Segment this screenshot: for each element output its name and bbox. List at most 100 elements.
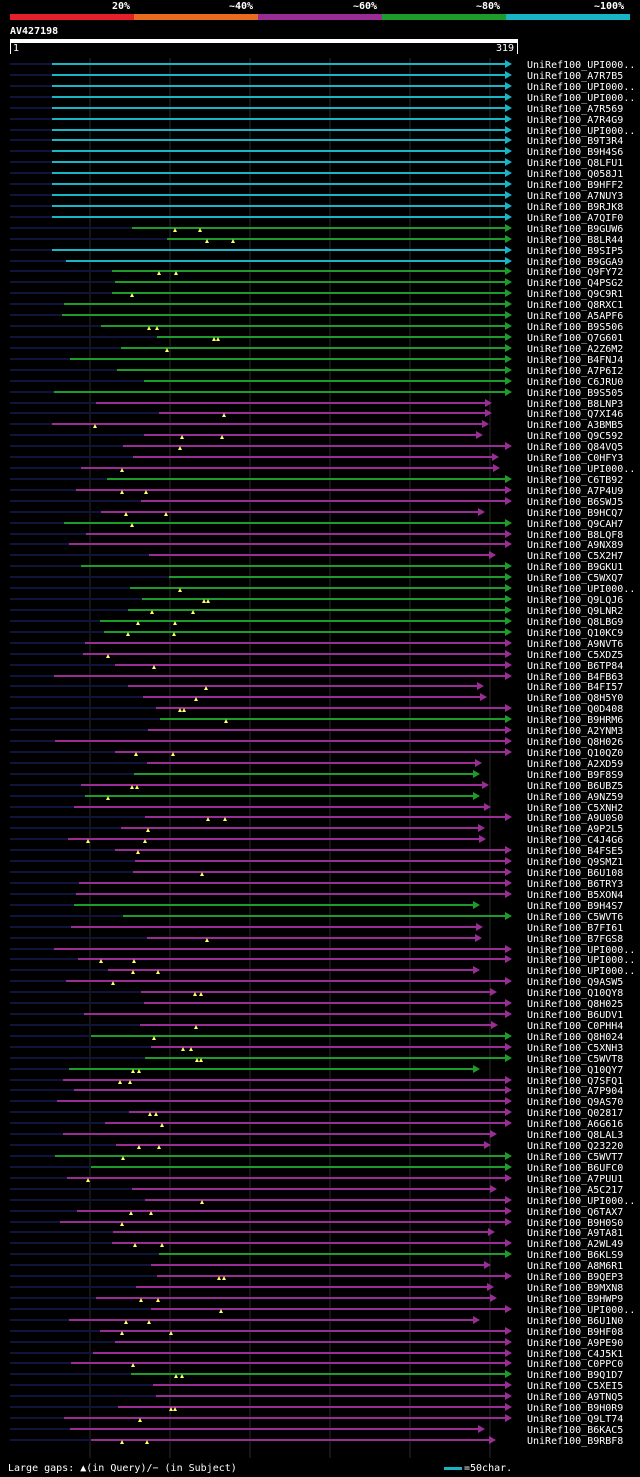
hit-label[interactable]: UniRef100_A7R569 (527, 104, 623, 115)
hit-row[interactable]: UniRef100_Q0D408 (10, 704, 623, 715)
hit-label[interactable]: UniRef100_Q9FY72 (527, 267, 623, 278)
hit-row[interactable]: UniRef100_Q23220 (10, 1141, 623, 1152)
hit-row[interactable]: UniRef100_C5WVT7 (10, 1152, 623, 1163)
hit-label[interactable]: UniRef100_Q9LQJ6 (527, 595, 623, 606)
hit-row[interactable]: UniRef100_B9HF08 (10, 1327, 623, 1338)
hit-row[interactable]: UniRef100_B6UBZ5 (10, 781, 623, 792)
hit-row[interactable]: UniRef100_B6TP84 (10, 661, 623, 672)
hit-row[interactable]: UniRef100_B4FI57 (10, 682, 623, 693)
hit-row[interactable]: UniRef100_B5XON4 (10, 890, 623, 901)
hit-row[interactable]: UniRef100_B6UFC0 (10, 1163, 623, 1174)
hit-row[interactable]: UniRef100_C0PPC0 (10, 1359, 623, 1370)
hit-label[interactable]: UniRef100_B9Q1D7 (527, 1370, 623, 1381)
hit-row[interactable]: UniRef100_A9NVT6 (10, 639, 623, 650)
hit-row[interactable]: UniRef100_Q8H025 (10, 999, 623, 1010)
hit-row[interactable]: UniRef100_A7R4G9 (10, 115, 623, 126)
hit-label[interactable]: UniRef100_B6UDV1 (527, 1010, 623, 1021)
hit-row[interactable]: UniRef100_A7P4U9 (10, 486, 623, 497)
hit-row[interactable]: UniRef100_A9U0S0 (10, 813, 623, 824)
hit-row[interactable]: UniRef100_Q8LAL3 (10, 1130, 623, 1141)
hit-label[interactable]: UniRef100_Q8LAL3 (527, 1130, 623, 1141)
hit-label[interactable]: UniRef100_B9GKU1 (527, 562, 623, 573)
hit-label[interactable]: UniRef100_Q10KC9 (527, 628, 623, 639)
hit-row[interactable]: UniRef100_Q8LFU1 (10, 158, 623, 169)
hit-row[interactable]: UniRef100_UPI000.. (10, 93, 635, 104)
hit-row[interactable]: UniRef100_Q84VQ5 (10, 442, 623, 453)
hit-label[interactable]: UniRef100_C5XDZ5 (527, 650, 623, 661)
hit-label[interactable]: UniRef100_Q9C9R1 (527, 289, 623, 300)
hit-label[interactable]: UniRef100_A7PUU1 (527, 1174, 623, 1185)
hit-label[interactable]: UniRef100_C4J4G6 (527, 835, 623, 846)
hit-label[interactable]: UniRef100_A9TA81 (527, 1228, 623, 1239)
hit-label[interactable]: UniRef100_UPI000.. (527, 60, 635, 71)
hit-row[interactable]: UniRef100_A9NX89 (10, 540, 623, 551)
hit-row[interactable]: UniRef100_Q7G601 (10, 333, 623, 344)
hit-row[interactable]: UniRef100_Q8LBG9 (10, 617, 623, 628)
hit-row[interactable]: UniRef100_A2Z6M2 (10, 344, 623, 355)
hit-label[interactable]: UniRef100_B8LQF8 (527, 530, 623, 541)
hit-label[interactable]: UniRef100_C0PHH4 (527, 1021, 623, 1032)
hit-row[interactable]: UniRef100_Q7SFQ1 (10, 1076, 623, 1087)
hit-label[interactable]: UniRef100_UPI000.. (527, 955, 635, 966)
hit-label[interactable]: UniRef100_A9NX89 (527, 540, 623, 551)
hit-label[interactable]: UniRef100_B4FI57 (527, 682, 623, 693)
hit-label[interactable]: UniRef100_A5APF6 (527, 311, 623, 322)
hit-row[interactable]: UniRef100_B6KAC5 (10, 1425, 623, 1436)
hit-label[interactable]: UniRef100_B9HF08 (527, 1327, 623, 1338)
hit-label[interactable]: UniRef100_B6UBZ5 (527, 781, 623, 792)
hit-label[interactable]: UniRef100_Q7XI46 (527, 409, 623, 420)
hit-label[interactable]: UniRef100_A2YNM3 (527, 726, 623, 737)
hit-label[interactable]: UniRef100_A7R4G9 (527, 115, 623, 126)
hit-label[interactable]: UniRef100_B9H4S6 (527, 147, 623, 158)
hit-label[interactable]: UniRef100_A7P4U9 (527, 486, 623, 497)
hit-row[interactable]: UniRef100_B9GUW6 (10, 224, 623, 235)
hit-label[interactable]: UniRef100_A6G616 (527, 1119, 623, 1130)
hit-label[interactable]: UniRef100_Q058J1 (527, 169, 623, 180)
hit-label[interactable]: UniRef100_Q9C592 (527, 431, 623, 442)
hit-row[interactable]: UniRef100_A2YNM3 (10, 726, 623, 737)
hit-row[interactable]: UniRef100_B9RBF8 (10, 1436, 623, 1447)
hit-row[interactable]: UniRef100_Q4PSG2 (10, 278, 623, 289)
hit-label[interactable]: UniRef100_B6TRY3 (527, 879, 623, 890)
hit-row[interactable]: UniRef100_C6JRU0 (10, 377, 623, 388)
hit-label[interactable]: UniRef100_Q8H026 (527, 737, 623, 748)
hit-row[interactable]: UniRef100_B9Q1D7 (10, 1370, 623, 1381)
hit-row[interactable]: UniRef100_Q9LNR2 (10, 606, 623, 617)
hit-label[interactable]: UniRef100_C5WXQ7 (527, 573, 623, 584)
hit-label[interactable]: UniRef100_Q9LNR2 (527, 606, 623, 617)
hit-label[interactable]: UniRef100_A7P6I2 (527, 366, 623, 377)
hit-row[interactable]: UniRef100_A7P6I2 (10, 366, 623, 377)
hit-label[interactable]: UniRef100_B9HFF2 (527, 180, 623, 191)
hit-label[interactable]: UniRef100_B9SIP5 (527, 246, 623, 257)
hit-label[interactable]: UniRef100_A9NZ59 (527, 792, 623, 803)
hit-row[interactable]: UniRef100_B9F8S9 (10, 770, 623, 781)
hit-label[interactable]: UniRef100_UPI000.. (527, 1196, 635, 1207)
hit-row[interactable]: UniRef100_A7PUU1 (10, 1174, 623, 1185)
hit-label[interactable]: UniRef100_UPI000.. (527, 82, 635, 93)
hit-row[interactable]: UniRef100_Q10KC9 (10, 628, 623, 639)
hit-label[interactable]: UniRef100_B9S505 (527, 388, 623, 399)
hit-label[interactable]: UniRef100_A9NVT6 (527, 639, 623, 650)
hit-label[interactable]: UniRef100_Q8H5Y0 (527, 693, 623, 704)
hit-row[interactable]: UniRef100_UPI000.. (10, 1305, 635, 1316)
hit-row[interactable]: UniRef100_B6TRY3 (10, 879, 623, 890)
hit-label[interactable]: UniRef100_B8LNP3 (527, 399, 623, 410)
hit-row[interactable]: UniRef100_A7P904 (10, 1086, 623, 1097)
hit-row[interactable]: UniRef100_Q02817 (10, 1108, 623, 1119)
hit-label[interactable]: UniRef100_A3BMB5 (527, 420, 623, 431)
hit-label[interactable]: UniRef100_B9GGA9 (527, 257, 623, 268)
hit-label[interactable]: UniRef100_A9TNQ5 (527, 1392, 623, 1403)
hit-label[interactable]: UniRef100_B9H0S0 (527, 1218, 623, 1229)
hit-label[interactable]: UniRef100_Q7G601 (527, 333, 623, 344)
hit-label[interactable]: UniRef100_B9H4S7 (527, 901, 623, 912)
hit-label[interactable]: UniRef100_B6U108 (527, 868, 623, 879)
hit-row[interactable]: UniRef100_Q9CAH7 (10, 519, 623, 530)
hit-row[interactable]: UniRef100_B9H4S7 (10, 901, 623, 912)
hit-row[interactable]: UniRef100_Q9SMZ1 (10, 857, 623, 868)
hit-row[interactable]: UniRef100_C6TB92 (10, 475, 623, 486)
hit-label[interactable]: UniRef100_B8LR44 (527, 235, 623, 246)
hit-row[interactable]: UniRef100_A7R569 (10, 104, 623, 115)
hit-label[interactable]: UniRef100_B9RJK8 (527, 202, 623, 213)
hit-label[interactable]: UniRef100_UPI000.. (527, 464, 635, 475)
hit-row[interactable]: UniRef100_B7FI61 (10, 923, 623, 934)
